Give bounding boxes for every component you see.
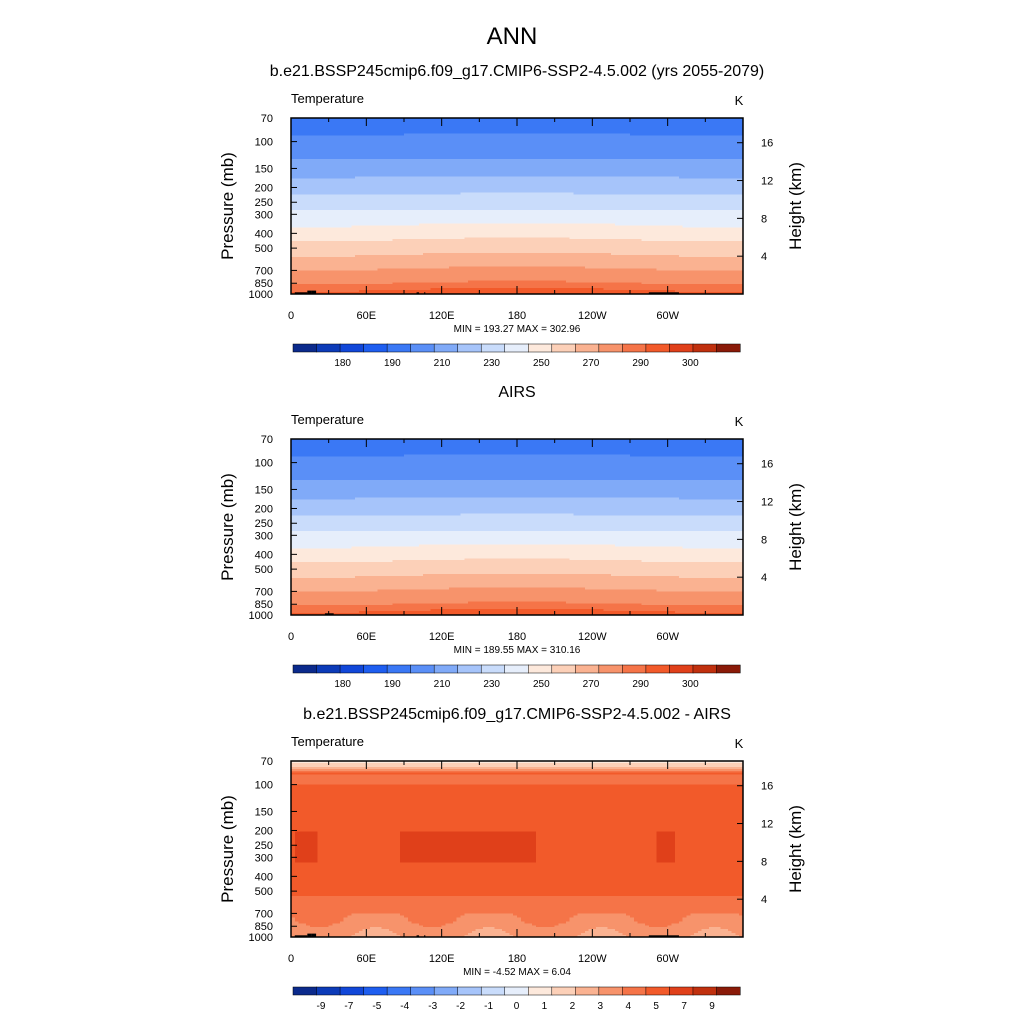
panel-units: K: [735, 93, 744, 108]
field: [291, 118, 744, 295]
figure-title: ANN: [487, 23, 538, 50]
panel-1: b.e21.BSSP245cmip6.f09_g17.CMIP6-SSP2-4.…: [218, 63, 805, 369]
panel-title: b.e21.BSSP245cmip6.f09_g17.CMIP6-SSP2-4.…: [270, 63, 765, 80]
panels: b.e21.BSSP245cmip6.f09_g17.CMIP6-SSP2-4.…: [218, 63, 805, 1012]
panel-left-label: Temperature: [291, 91, 364, 106]
figure: ANN b.e21.BSSP245cmip6.f09_g17.CMIP6-SSP…: [0, 0, 1024, 1024]
